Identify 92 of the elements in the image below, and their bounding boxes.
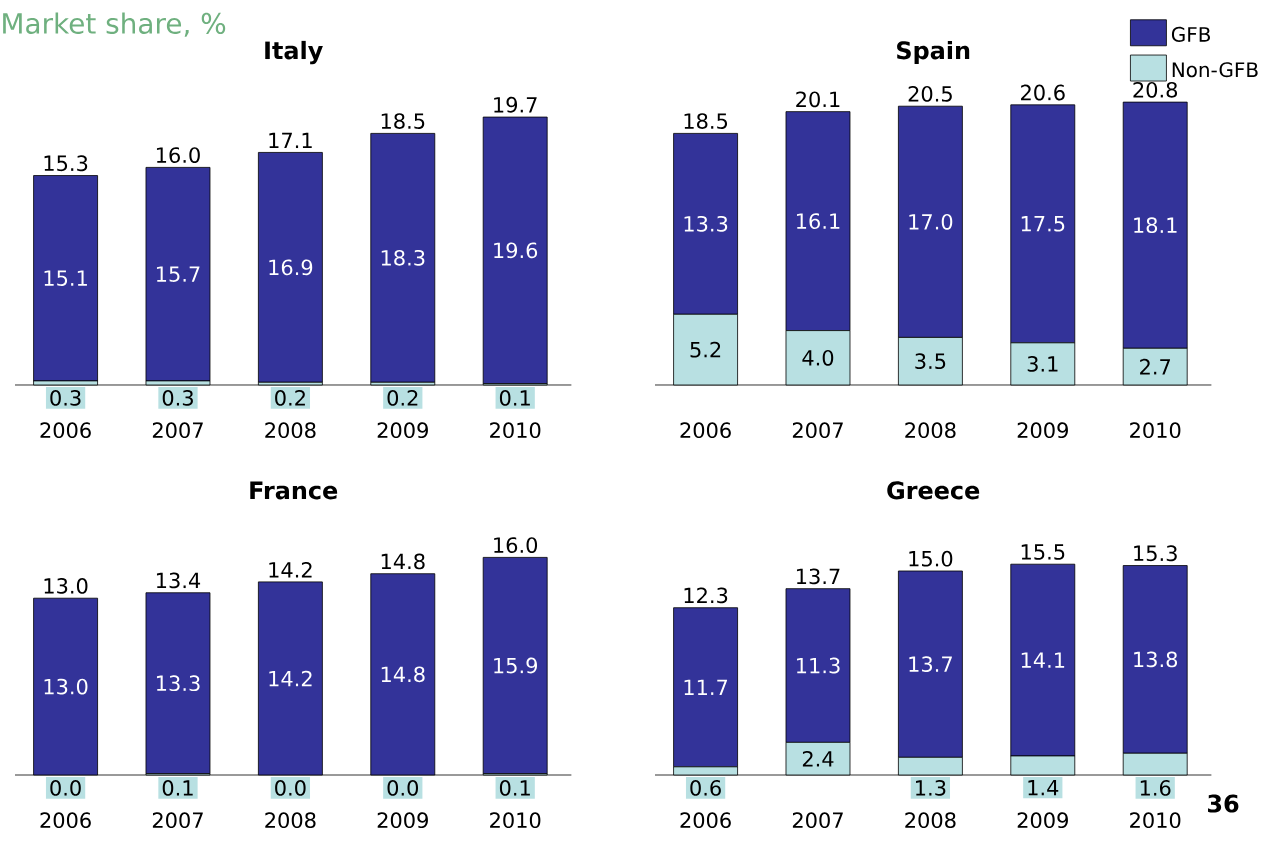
data-label: 1.4 (1028, 780, 1059, 796)
data-label: 18.3 (381, 249, 425, 266)
data-label: 15.9 (494, 657, 537, 674)
total-label: 19.7 (494, 96, 537, 113)
data-label: 17.0 (909, 213, 953, 230)
chart-title: Italy (265, 40, 323, 65)
x-tick-label: 2008 (265, 812, 316, 829)
legend-label: GFB (1171, 26, 1210, 42)
total-label: 20.6 (1021, 84, 1065, 101)
x-tick-label: 2009 (1017, 812, 1068, 829)
x-tick-label: 2006 (40, 812, 91, 829)
data-label: 17.5 (1021, 216, 1065, 232)
data-label: 2.4 (802, 750, 834, 767)
bar (145, 166, 211, 382)
x-tick-label: 2010 (490, 812, 541, 829)
total-label: 15.3 (1134, 545, 1177, 562)
text: 36 (1208, 794, 1239, 813)
total-label: 16.0 (156, 147, 200, 163)
total-label: 15.5 (1021, 544, 1065, 560)
total-label: 17.1 (269, 132, 312, 149)
chart-title: Spain (897, 40, 970, 64)
x-tick-label: 2007 (792, 422, 843, 439)
total-label: 14.2 (269, 561, 312, 578)
data-label: 4.0 (802, 349, 834, 366)
x-tick-label: 2008 (905, 422, 956, 439)
legend-label: Non-GFB (1172, 62, 1258, 78)
data-label: 18.1 (1134, 217, 1177, 234)
data-label: 3.5 (915, 353, 946, 370)
bar (257, 152, 323, 383)
x-tick-label: 2008 (905, 812, 956, 829)
data-label: 0.3 (50, 389, 81, 406)
total-label: 16.0 (494, 537, 538, 553)
x-tick-label: 2010 (1130, 812, 1181, 829)
data-label: 0.0 (387, 779, 419, 796)
data-label: 13.7 (909, 656, 952, 673)
data-label: 14.8 (381, 666, 425, 683)
data-label: 19.6 (494, 242, 538, 259)
x-tick-label: 2010 (1130, 422, 1181, 439)
data-label: 13.3 (684, 215, 728, 232)
data-label: 16.9 (269, 259, 313, 276)
total-label: 18.5 (684, 113, 728, 129)
data-label: 1.3 (916, 779, 946, 796)
x-tick-label: 2009 (1017, 422, 1068, 439)
x-tick-label: 2007 (152, 812, 203, 829)
data-label: 11.7 (684, 679, 728, 695)
data-label: 13.8 (1134, 651, 1178, 668)
data-label: 0.1 (499, 779, 530, 796)
x-tick-label: 2006 (680, 422, 731, 439)
x-tick-label: 2007 (152, 422, 203, 439)
data-label: 3.1 (1027, 356, 1058, 372)
data-label: 15.7 (156, 266, 200, 282)
total-label: 18.5 (381, 113, 425, 129)
data-label: 0.1 (499, 389, 530, 406)
total-label: 20.5 (908, 85, 952, 102)
chart-title: Greece (887, 481, 980, 500)
x-tick-label: 2008 (265, 422, 316, 439)
data-label: 13.0 (44, 678, 88, 695)
x-tick-label: 2007 (792, 812, 843, 829)
total-label: 12.3 (684, 587, 728, 604)
data-label: 1.6 (1140, 779, 1171, 796)
data-label: 0.0 (50, 779, 81, 796)
data-label: 0.3 (162, 389, 193, 406)
total-label: 13.4 (156, 572, 201, 589)
chart-title: France (250, 481, 338, 500)
data-label: 0.2 (275, 389, 305, 406)
data-label: 11.3 (796, 657, 840, 674)
data-label: 5.2 (690, 341, 721, 358)
total-label: 13.7 (796, 568, 840, 585)
data-label: 16.1 (796, 213, 840, 230)
data-label: 14.1 (1021, 652, 1065, 668)
bar (370, 132, 436, 383)
x-tick-label: 2006 (680, 812, 731, 829)
data-label: 13.3 (156, 675, 200, 692)
data-label: 2.7 (1140, 358, 1171, 375)
x-tick-label: 2010 (490, 422, 541, 439)
data-label: 0.1 (162, 779, 193, 796)
x-tick-label: 2009 (377, 812, 428, 829)
total-label: 20.8 (1133, 81, 1178, 98)
data-label: 0.0 (275, 779, 306, 796)
total-label: 15.0 (909, 550, 953, 567)
data-label: 0.6 (690, 779, 721, 796)
total-label: 13.0 (44, 577, 88, 594)
text: Market share, % (3, 12, 226, 37)
x-tick-label: 2006 (40, 422, 91, 439)
total-label: 20.1 (796, 91, 840, 108)
bar (33, 175, 98, 382)
x-tick-label: 2009 (377, 422, 428, 439)
total-label: 15.3 (44, 155, 88, 172)
data-label: 14.2 (269, 670, 312, 687)
data-label: 0.2 (387, 389, 418, 406)
total-label: 14.8 (381, 553, 425, 570)
data-label: 15.1 (44, 270, 87, 286)
